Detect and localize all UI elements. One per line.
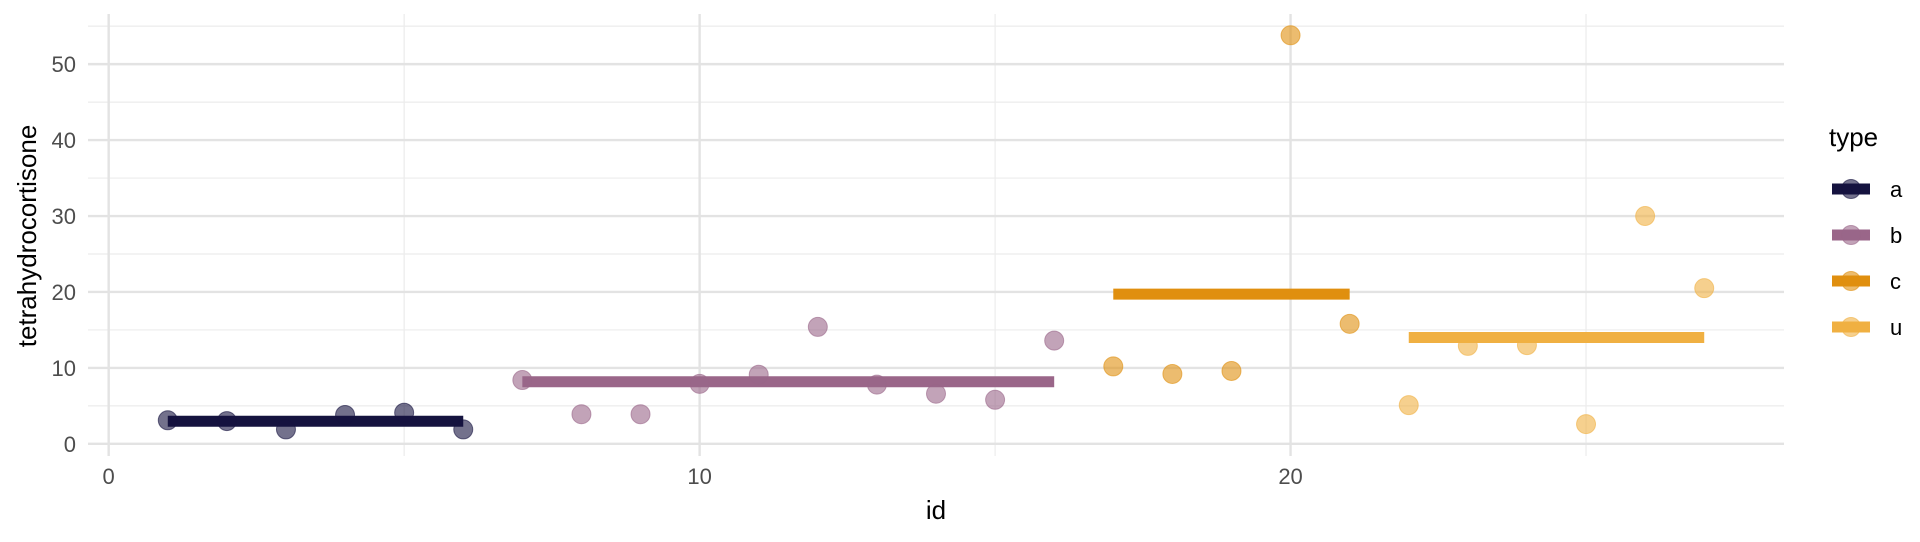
y-tick-label: 20 <box>52 280 76 305</box>
data-point-u <box>1635 206 1656 227</box>
data-point-c <box>1221 360 1242 381</box>
y-axis-tick-labels: 0 10 20 30 40 50 <box>52 52 76 457</box>
legend-label-a: a <box>1890 177 1903 202</box>
y-tick-label: 50 <box>52 52 76 77</box>
legend-key-point-c <box>1841 271 1861 291</box>
data-point-b <box>689 373 710 394</box>
x-axis-label: id <box>926 495 946 525</box>
y-tick-label: 10 <box>52 356 76 381</box>
data-point-u <box>1516 335 1537 356</box>
legend-key-point-u <box>1841 317 1861 337</box>
legend-key-point-b <box>1841 225 1861 245</box>
data-point-c <box>1103 356 1124 377</box>
x-tick-label: 0 <box>103 464 115 489</box>
data-point-a <box>275 419 296 440</box>
data-point-b <box>926 383 946 404</box>
legend-label-c: c <box>1890 269 1901 294</box>
y-tick-label: 0 <box>64 432 76 457</box>
data-point-b <box>985 389 1006 410</box>
legend-label-u: u <box>1890 315 1902 340</box>
data-point-b <box>866 374 887 395</box>
y-tick-label: 30 <box>52 204 76 229</box>
data-point-a <box>335 404 356 425</box>
data-point-a <box>157 410 178 431</box>
legend-key-point-a <box>1841 179 1861 199</box>
data-point-b <box>630 404 651 425</box>
data-point-b <box>807 316 828 337</box>
data-points <box>157 25 1715 440</box>
data-point-c <box>1339 313 1360 334</box>
data-point-a <box>394 402 415 423</box>
y-tick-label: 40 <box>52 128 76 153</box>
x-axis-tick-labels: 0 10 20 <box>103 464 1303 489</box>
minor-gridlines <box>88 14 1784 456</box>
data-point-u <box>1457 335 1478 356</box>
data-point-b <box>748 364 769 385</box>
data-point-b <box>571 404 592 425</box>
data-point-b <box>512 370 533 391</box>
data-point-b <box>1044 330 1065 351</box>
data-point-u <box>1398 395 1419 416</box>
data-point-u <box>1694 278 1715 299</box>
x-tick-label: 10 <box>687 464 711 489</box>
y-axis-label: tetrahydrocortisone <box>12 125 42 348</box>
x-tick-label: 20 <box>1278 464 1302 489</box>
legend-title: type <box>1829 122 1878 152</box>
data-point-c <box>1280 25 1301 46</box>
data-point-a <box>216 411 237 432</box>
major-gridlines <box>88 14 1784 456</box>
data-point-u <box>1576 414 1597 435</box>
data-point-a <box>453 419 474 440</box>
data-point-c <box>1162 363 1183 384</box>
legend-label-b: b <box>1890 223 1902 248</box>
